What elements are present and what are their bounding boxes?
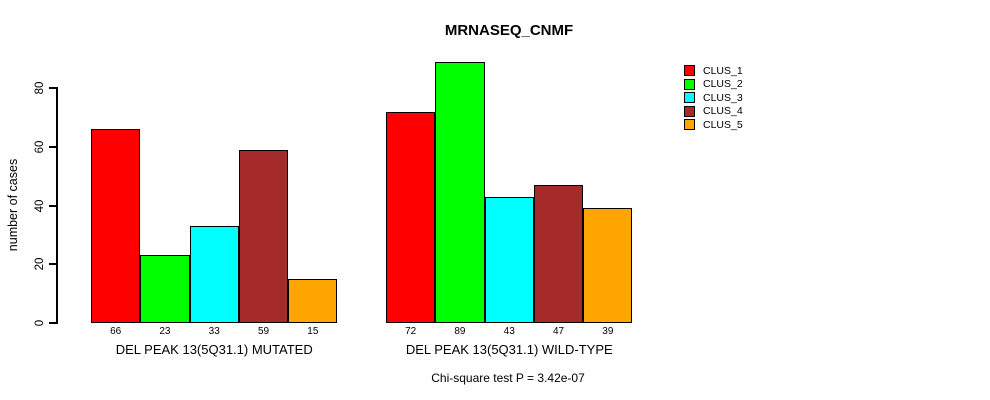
- legend-label: CLUS_3: [703, 91, 743, 104]
- legend-label: CLUS_1: [703, 64, 743, 77]
- x-group-label: DEL PEAK 13(5Q31.1) WILD-TYPE: [405, 342, 613, 357]
- legend-item: CLUS_5: [684, 118, 743, 132]
- bar-clus_5: [583, 208, 633, 323]
- y-tick-label: 0: [34, 319, 46, 327]
- legend-item: CLUS_4: [684, 105, 743, 119]
- legend-swatch-clus_4: [684, 105, 695, 117]
- y-tick-label: 80: [34, 81, 46, 95]
- y-axis-line: [56, 87, 58, 324]
- bar-value-label: 59: [257, 326, 270, 337]
- bar-clus_5: [288, 278, 338, 323]
- legend-item: CLUS_3: [684, 91, 743, 105]
- legend-swatch-clus_5: [684, 119, 695, 131]
- bar-value-label: 39: [602, 326, 614, 337]
- x-group-label: DEL PEAK 13(5Q31.1) MUTATED: [115, 342, 313, 357]
- bar-value-label: 33: [208, 326, 220, 337]
- legend-item: CLUS_1: [684, 64, 743, 78]
- chart-title: MRNASEQ_CNMF: [444, 22, 574, 39]
- y-tick-mark: [49, 322, 56, 324]
- legend-label: CLUS_5: [703, 118, 743, 131]
- legend-swatch-clus_2: [684, 78, 695, 90]
- bar-value-label: 23: [159, 326, 171, 337]
- bar-clus_4: [533, 184, 584, 323]
- bar-value-label: 89: [454, 326, 466, 337]
- bar-clus_3: [484, 196, 534, 323]
- bar-clus_2: [435, 61, 485, 323]
- bar-value-label: 47: [552, 326, 565, 337]
- bar-clus_1: [91, 129, 141, 323]
- bar-value-label: 66: [110, 326, 122, 337]
- legend-label: CLUS_4: [703, 105, 743, 118]
- bar-clus_2: [140, 255, 190, 323]
- y-tick-mark: [49, 87, 56, 89]
- y-tick-mark: [49, 145, 56, 148]
- bar-clus_1: [386, 111, 436, 323]
- bar-clus_4: [238, 149, 289, 323]
- bar-value-label: 15: [307, 326, 319, 337]
- legend-swatch-clus_1: [684, 65, 695, 77]
- y-tick-label: 20: [34, 257, 46, 271]
- bar-clus_3: [189, 226, 239, 323]
- annotation-chi-square: Chi-square test P = 3.42e-07: [431, 371, 585, 385]
- legend-swatch-clus_3: [684, 92, 695, 104]
- legend-label: CLUS_2: [703, 78, 743, 91]
- y-tick-label: 60: [34, 140, 46, 154]
- y-tick-mark: [49, 263, 56, 266]
- y-tick-label: 40: [34, 199, 46, 212]
- y-tick-mark: [49, 204, 56, 207]
- legend: CLUS_1 CLUS_2 CLUS_3 CLUS_4 CLUS_5: [684, 64, 743, 132]
- legend-item: CLUS_2: [684, 78, 743, 92]
- y-axis-label: number of cases: [6, 158, 20, 252]
- bar-value-label: 43: [503, 326, 515, 337]
- bar-value-label: 72: [405, 326, 417, 337]
